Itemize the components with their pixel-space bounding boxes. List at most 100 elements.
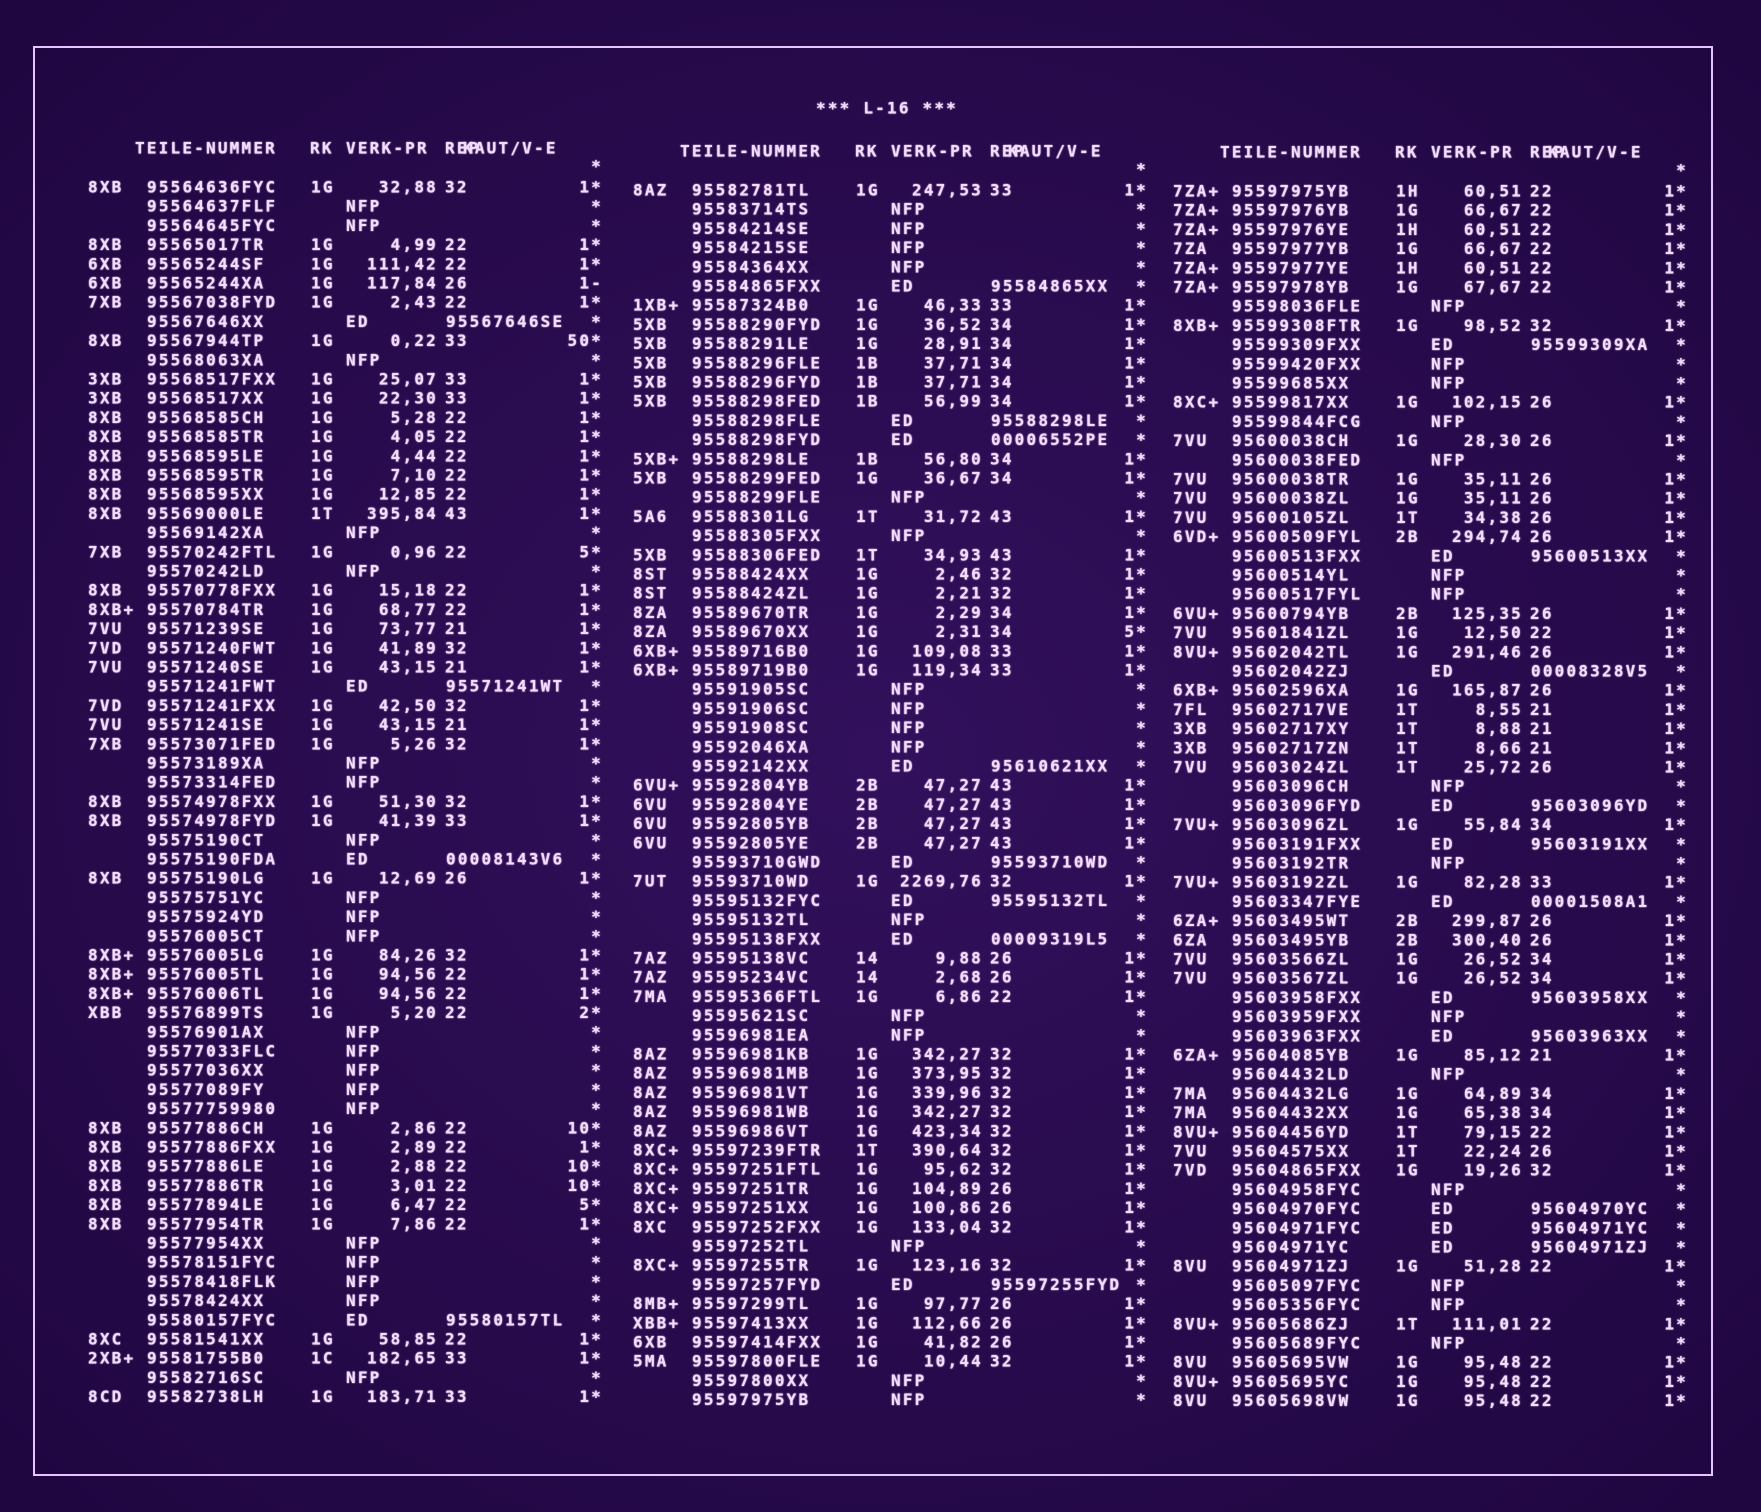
rep: 33	[445, 331, 469, 350]
rep: 22	[445, 1330, 469, 1349]
part-number: 95597252FXX	[692, 1217, 822, 1236]
kaut: *	[591, 1099, 603, 1118]
rep: 22	[445, 965, 469, 984]
kaut: *	[1676, 1026, 1688, 1045]
kaut: *	[1136, 680, 1148, 699]
part-number: 95575190LG	[147, 869, 265, 888]
kaut: 1*	[1664, 738, 1688, 757]
column-header: REP	[990, 142, 1026, 161]
price: 5,20	[391, 1003, 438, 1022]
part-number: 95582716SC	[147, 1368, 265, 1387]
rep: 32	[445, 638, 469, 657]
part-number: 95568585TR	[147, 427, 265, 446]
part-number: 95597252TL	[692, 1237, 810, 1256]
part-number: 95577033FLC	[147, 1042, 277, 1061]
replacement: 95580157TL	[446, 1310, 564, 1329]
rep: 22	[445, 427, 469, 446]
kaut: 1*	[579, 619, 603, 638]
prefix: 6XB+	[633, 661, 680, 680]
kaut: *	[591, 677, 603, 696]
part-number: 95597800FLE	[692, 1352, 822, 1371]
prefix: 6VU	[633, 795, 669, 814]
rk: 1G	[311, 658, 335, 677]
rep: 22	[445, 254, 469, 273]
part-number: 95595132FYC	[692, 891, 822, 910]
column-header: TEILE-NUMMER	[135, 139, 277, 158]
column-header: RK	[855, 142, 879, 161]
rk: 1G	[1396, 393, 1420, 412]
rk: 1G	[311, 446, 335, 465]
kaut: 1*	[579, 1349, 603, 1368]
price: 111,42	[367, 254, 438, 273]
status: NFP	[1431, 854, 1467, 873]
status: NFP	[346, 888, 382, 907]
kaut: 10*	[568, 1118, 604, 1137]
price: 26,52	[1464, 950, 1523, 969]
part-number: 95576901AX	[147, 1022, 265, 1041]
prefix: 3XB	[88, 370, 124, 389]
prefix: 1XB+	[633, 296, 680, 315]
price: 98,52	[1464, 316, 1523, 335]
part-number: 95604971YC	[1232, 1238, 1350, 1257]
prefix: 8AZ	[633, 181, 669, 200]
prefix: 7VU	[88, 619, 124, 638]
rep: 26	[1530, 930, 1554, 949]
kaut: *	[1136, 1025, 1148, 1044]
kaut: 1*	[1664, 642, 1688, 661]
rep: 26	[1530, 431, 1554, 450]
rk: 1G	[311, 408, 335, 427]
prefix: 7VU	[1173, 508, 1209, 527]
kaut: 1*	[1664, 930, 1688, 949]
rk: 1T	[1396, 508, 1420, 527]
part-number: 95592805YE	[692, 833, 810, 852]
prefix: XBB+	[633, 1313, 680, 1332]
kaut: 1*	[579, 658, 603, 677]
price: 41,89	[379, 638, 438, 657]
kaut: 50*	[568, 331, 604, 350]
status: NFP	[346, 907, 382, 926]
part-number: 95597251XX	[692, 1198, 810, 1217]
part-number: 95577036XX	[147, 1061, 265, 1080]
kaut: 1*	[579, 715, 603, 734]
prefix: 8XB	[88, 1157, 124, 1176]
prefix: 8XB	[88, 1118, 124, 1137]
rk: 1G	[311, 1214, 335, 1233]
part-number: 95567038FYD	[147, 293, 277, 312]
prefix: 6VU+	[1173, 604, 1220, 623]
rep: 22	[1530, 201, 1554, 220]
replacement: 95603958XX	[1531, 988, 1649, 1007]
kaut: *	[1676, 1238, 1688, 1257]
rep: 43	[990, 795, 1014, 814]
kaut: 1*	[579, 446, 603, 465]
kaut: *	[1136, 411, 1148, 430]
kaut: 1*	[1124, 1179, 1148, 1198]
part-number: 95603959FXX	[1232, 1007, 1362, 1026]
prefix: 8XB+	[88, 965, 135, 984]
status: NFP	[346, 350, 382, 369]
prefix: 7ZA	[1173, 239, 1209, 258]
rk: 1G	[311, 293, 335, 312]
prefix: 8AZ	[633, 1121, 669, 1140]
rep: 26	[1530, 1142, 1554, 1161]
kaut: *	[591, 523, 603, 542]
part-number: 95564636FYC	[147, 178, 277, 197]
price: 51,30	[379, 792, 438, 811]
rk: 1G	[856, 1256, 880, 1275]
kaut: 1*	[1664, 681, 1688, 700]
prefix: 8XB	[88, 178, 124, 197]
price: 4,44	[391, 446, 438, 465]
price: 423,34	[912, 1121, 983, 1140]
price: 25,72	[1464, 758, 1523, 777]
rep: 22	[1530, 623, 1554, 642]
part-number: 95592805YB	[692, 814, 810, 833]
kaut: *	[591, 312, 603, 331]
rep: 32	[990, 1256, 1014, 1275]
kaut: 1*	[1124, 507, 1148, 526]
prefix: 7XB	[88, 542, 124, 561]
rk: 1G	[311, 542, 335, 561]
rep: 26	[990, 1179, 1014, 1198]
status: NFP	[1431, 450, 1467, 469]
prefix: 8XB+	[88, 984, 135, 1003]
price: 66,67	[1464, 201, 1523, 220]
kaut: *	[1676, 1065, 1688, 1084]
